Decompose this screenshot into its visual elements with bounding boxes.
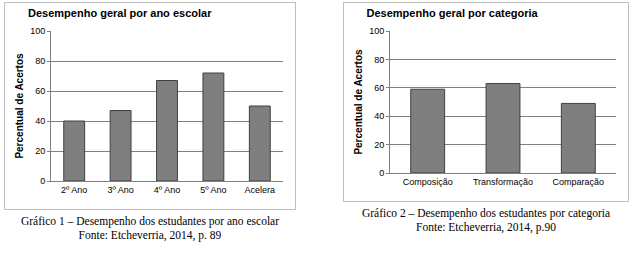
svg-text:100: 100	[369, 26, 384, 36]
svg-text:0: 0	[379, 168, 384, 178]
svg-text:4º Ano: 4º Ano	[154, 185, 180, 195]
svg-text:80: 80	[35, 56, 45, 66]
svg-text:40: 40	[374, 111, 384, 121]
svg-text:2º Ano: 2º Ano	[61, 185, 87, 195]
svg-text:60: 60	[374, 83, 384, 93]
svg-text:Transformação: Transformação	[473, 177, 533, 187]
svg-text:Percentual de Acertos: Percentual de Acertos	[14, 53, 25, 159]
html-text:Fonte: Etcheverria, 2014, p. 8: Fonte: Etcheverria, 2014, p. 89	[78, 229, 222, 241]
svg-text:20: 20	[374, 140, 384, 150]
svg-text:Comparação: Comparação	[553, 177, 605, 187]
svg-text:80: 80	[374, 55, 384, 65]
svg-text:Percentual de Acertos: Percentual de Acertos	[353, 49, 364, 155]
svg-text:3º Ano: 3º Ano	[107, 185, 133, 195]
svg-text:100: 100	[30, 26, 45, 36]
svg-text:Composição: Composição	[403, 177, 453, 187]
svg-text:40: 40	[35, 116, 45, 126]
html-text:Gráfico 2 – Desempenho dos est: Gráfico 2 – Desempenho dos estudantes po…	[361, 207, 611, 219]
svg-text:20: 20	[35, 146, 45, 156]
html-text:Fonte: Etcheverria, 2014, p.90: Fonte: Etcheverria, 2014, p.90	[416, 221, 556, 233]
svg-text:Desempenho geral por categoria: Desempenho geral por categoria	[367, 7, 539, 19]
svg-text:0: 0	[40, 176, 45, 186]
svg-text:Acelera: Acelera	[245, 185, 276, 195]
svg-text:60: 60	[35, 86, 45, 96]
svg-text:Desempenho geral por ano escol: Desempenho geral por ano escolar	[28, 7, 212, 19]
svg-text:5º Ano: 5º Ano	[200, 185, 226, 195]
html-text:Gráfico 1 – Desempenho dos est: Gráfico 1 – Desempenho dos estudantes po…	[21, 215, 279, 227]
